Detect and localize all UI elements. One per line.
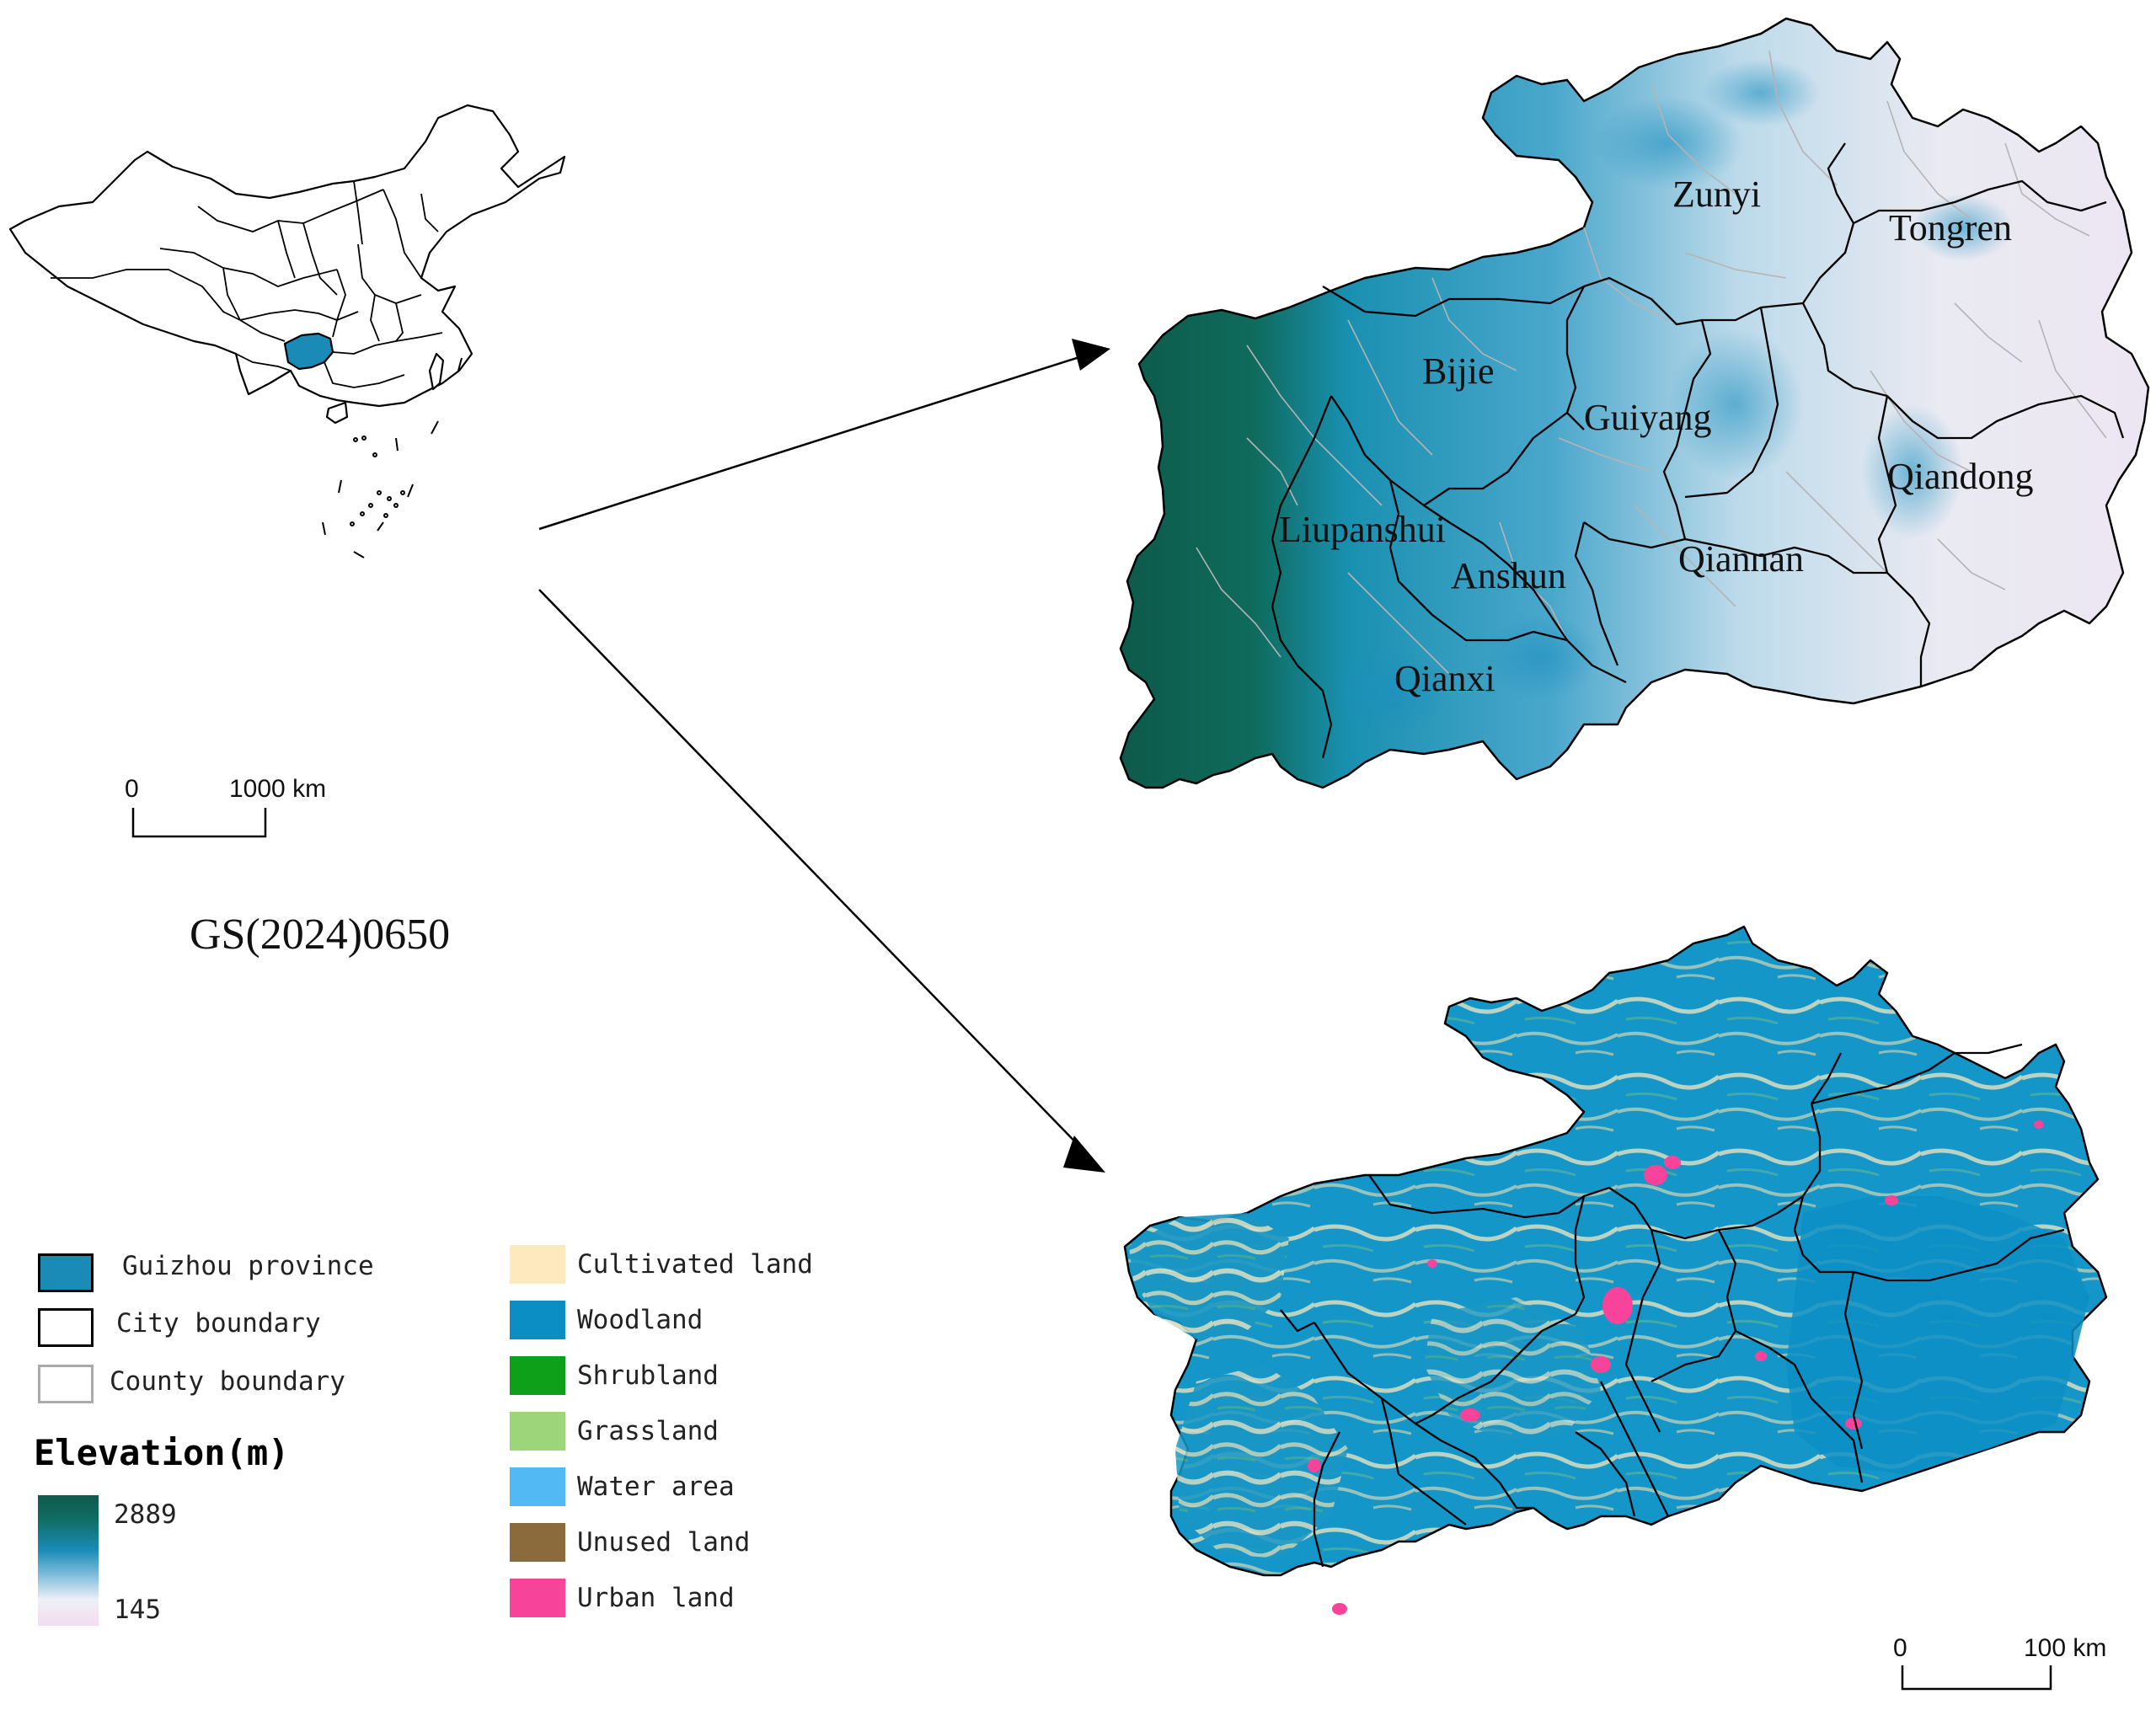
city-label-guiyang: Guiyang bbox=[1584, 397, 1712, 438]
legend-label-cultivated: Cultivated land bbox=[577, 1249, 813, 1280]
arrow-head-elevation bbox=[1072, 339, 1110, 371]
arrow-head-landuse bbox=[1063, 1136, 1105, 1173]
arrow-to-elevation-map bbox=[538, 350, 1096, 531]
urban-land-patches bbox=[1308, 1120, 2044, 1615]
legend: Guizhou province City boundary County bo… bbox=[0, 0, 843, 1710]
china-scale-label: 1000 km bbox=[229, 775, 327, 803]
china-scale-bar bbox=[131, 808, 267, 838]
city-label-anshun: Anshun bbox=[1451, 555, 1566, 596]
legend-swatch-grassland bbox=[510, 1412, 565, 1451]
legend-label-city: City boundary bbox=[116, 1308, 321, 1339]
legend-elevation-min: 145 bbox=[114, 1595, 161, 1625]
landuse-eastern-woodland bbox=[1786, 1196, 2089, 1474]
china-overview-map bbox=[8, 104, 566, 558]
legend-elevation-ramp bbox=[38, 1495, 99, 1626]
city-label-bijie: Bijie bbox=[1422, 350, 1495, 392]
city-label-qianxi: Qianxi bbox=[1394, 658, 1495, 699]
legend-swatch-guizhou bbox=[38, 1253, 94, 1292]
legend-label-county: County boundary bbox=[110, 1366, 345, 1397]
landuse-western-region bbox=[1129, 1213, 1289, 1339]
legend-swatch-unused bbox=[510, 1523, 565, 1562]
legend-swatch-city bbox=[38, 1308, 94, 1347]
legend-elevation-max: 2889 bbox=[114, 1499, 177, 1530]
landuse-central-region bbox=[1424, 1297, 1601, 1440]
taiwan-outline bbox=[428, 352, 445, 391]
landuse-scale-bar bbox=[1901, 1665, 2052, 1691]
city-boundaries bbox=[1271, 142, 2125, 759]
legend-label-unused: Unused land bbox=[577, 1527, 751, 1558]
city-label-liupanshui: Liupanshui bbox=[1279, 509, 1446, 550]
province-boundaries bbox=[51, 180, 443, 388]
legend-swatch-cultivated bbox=[510, 1245, 565, 1284]
china-scale-zero: 0 bbox=[125, 775, 139, 803]
legend-label-guizhou: Guizhou province bbox=[122, 1251, 374, 1281]
legend-swatch-urban bbox=[510, 1579, 565, 1617]
landuse-scale-label: 100 km bbox=[2024, 1634, 2107, 1662]
legend-elevation-title: Elevation(m) bbox=[34, 1432, 290, 1473]
legend-swatch-woodland bbox=[510, 1301, 565, 1339]
legend-swatch-water bbox=[510, 1467, 565, 1506]
landuse-southwest-region bbox=[1175, 1365, 1348, 1558]
south-china-sea-islands bbox=[322, 357, 463, 558]
guizhou-highlight bbox=[283, 332, 334, 371]
map-review-number: GS(2024)0650 bbox=[190, 911, 451, 959]
city-label-tongren: Tongren bbox=[1889, 207, 2012, 248]
city-label-qiandong: Qiandong bbox=[1887, 456, 2034, 497]
legend-label-woodland: Woodland bbox=[577, 1305, 704, 1335]
legend-label-water: Water area bbox=[577, 1472, 735, 1502]
legend-label-shrubland: Shrubland bbox=[577, 1360, 719, 1391]
legend-label-grassland: Grassland bbox=[577, 1416, 719, 1446]
hainan-outline bbox=[325, 401, 349, 425]
landuse-scale-zero: 0 bbox=[1893, 1634, 1907, 1662]
arrow-to-landuse-map bbox=[538, 589, 1092, 1159]
city-label-qiannan: Qiannan bbox=[1678, 538, 1805, 580]
city-label-zunyi: Zunyi bbox=[1672, 174, 1762, 215]
landuse-city-boundaries bbox=[1280, 1043, 2065, 1568]
elevation-texture bbox=[1331, 59, 2014, 733]
legend-label-urban: Urban land bbox=[577, 1583, 735, 1613]
legend-swatch-county bbox=[38, 1365, 94, 1403]
legend-swatch-shrubland bbox=[510, 1356, 565, 1395]
